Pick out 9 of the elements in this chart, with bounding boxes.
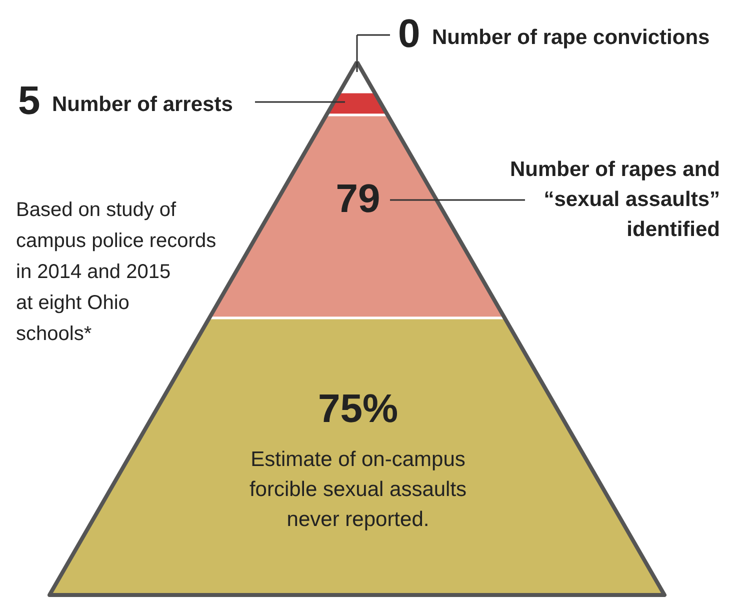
data-label: 5 xyxy=(18,79,40,123)
text: Based on study of campus police records in 2014 and 2015 at eight Ohio schools* xyxy=(16,199,216,345)
category-label: Number of rape convictions xyxy=(432,26,710,49)
category-label: Number of arrests xyxy=(52,93,233,116)
data-label: 79 xyxy=(336,177,380,221)
category-label: Estimate of on-campus forcible sexual assaults never reported. xyxy=(249,448,467,531)
data-label: 75% xyxy=(318,387,398,431)
data-label: 0 xyxy=(398,12,420,56)
category-label: Number of rapes and “sexual assaults” identified xyxy=(510,158,720,241)
